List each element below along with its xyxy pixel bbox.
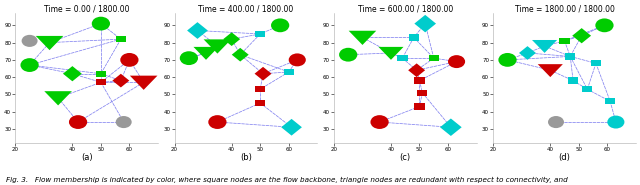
X-axis label: (a): (a) [81,153,92,162]
Polygon shape [538,64,563,77]
FancyBboxPatch shape [255,100,266,106]
Polygon shape [281,119,302,136]
Title: Time = 1800.00 / 1800.00: Time = 1800.00 / 1800.00 [515,4,614,13]
Polygon shape [113,74,129,88]
FancyBboxPatch shape [409,34,419,41]
Title: Time = 600.00 / 1800.00: Time = 600.00 / 1800.00 [358,4,453,13]
Ellipse shape [180,51,198,65]
Ellipse shape [448,55,465,68]
Polygon shape [408,63,425,77]
Polygon shape [193,47,218,60]
FancyBboxPatch shape [414,78,424,84]
FancyBboxPatch shape [559,38,570,44]
Polygon shape [204,39,231,54]
FancyBboxPatch shape [255,31,266,37]
Ellipse shape [208,115,227,129]
Ellipse shape [371,115,388,129]
Polygon shape [414,15,436,32]
Polygon shape [378,47,404,60]
FancyBboxPatch shape [414,103,424,110]
FancyBboxPatch shape [96,79,106,85]
Ellipse shape [120,53,138,67]
X-axis label: (b): (b) [240,153,252,162]
Ellipse shape [271,18,289,32]
Ellipse shape [116,116,132,128]
Polygon shape [232,48,249,62]
Ellipse shape [20,58,38,72]
Title: Time = 400.00 / 1800.00: Time = 400.00 / 1800.00 [198,4,294,13]
FancyBboxPatch shape [591,60,601,66]
FancyBboxPatch shape [568,78,578,84]
Text: Fig. 3.   Flow membership is indicated by color, where square nodes are the flow: Fig. 3. Flow membership is indicated by … [6,177,568,183]
Polygon shape [223,32,240,46]
FancyBboxPatch shape [116,36,126,42]
Ellipse shape [595,18,614,32]
Polygon shape [44,91,72,105]
FancyBboxPatch shape [96,71,106,77]
Polygon shape [63,66,82,81]
Ellipse shape [339,48,357,62]
FancyBboxPatch shape [417,90,428,96]
Polygon shape [519,46,536,60]
FancyBboxPatch shape [429,55,439,61]
FancyBboxPatch shape [605,98,615,105]
Ellipse shape [548,116,564,128]
Ellipse shape [69,115,87,129]
FancyBboxPatch shape [284,69,294,75]
Title: Time = 0.00 / 1800.00: Time = 0.00 / 1800.00 [44,4,129,13]
Ellipse shape [289,53,306,66]
Ellipse shape [22,35,38,47]
FancyBboxPatch shape [565,53,575,60]
X-axis label: (d): (d) [559,153,570,162]
Ellipse shape [607,116,625,129]
Polygon shape [187,22,208,39]
FancyBboxPatch shape [582,86,593,92]
Polygon shape [130,76,157,90]
Ellipse shape [499,53,516,67]
Polygon shape [532,40,557,53]
X-axis label: (c): (c) [399,153,411,162]
Polygon shape [572,28,591,43]
Polygon shape [349,31,376,45]
FancyBboxPatch shape [255,86,266,92]
FancyBboxPatch shape [397,55,408,61]
Polygon shape [440,119,461,136]
Ellipse shape [92,17,110,31]
Polygon shape [255,67,271,80]
Polygon shape [36,36,63,50]
